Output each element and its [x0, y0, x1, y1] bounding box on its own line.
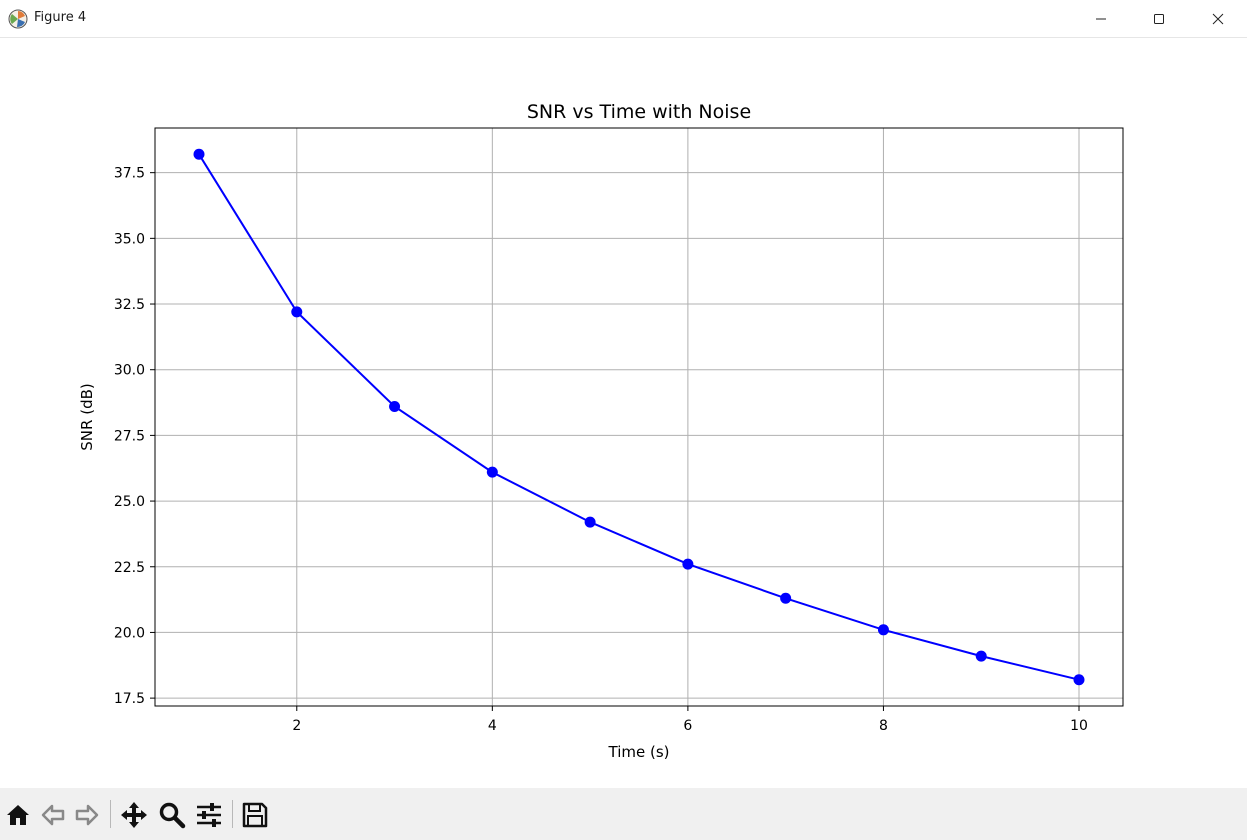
toolbar-separator: [232, 800, 233, 828]
home-icon: [7, 805, 29, 825]
axes-frame: [154, 127, 1124, 707]
close-button[interactable]: [1189, 0, 1247, 38]
chart-title: SNR vs Time with Noise: [527, 101, 751, 123]
configure-subplots-icon: [197, 803, 221, 827]
save-icon: [242, 802, 268, 828]
forward-icon: [75, 804, 99, 826]
grid: [155, 128, 1123, 706]
y-tick-label: 25.0: [114, 494, 145, 510]
maximize-button[interactable]: [1130, 0, 1188, 38]
toolbar-separator: [110, 800, 111, 828]
data-point: [975, 650, 987, 662]
x-axis-label: Time (s): [608, 743, 670, 761]
window-title: Figure 4: [34, 10, 87, 25]
pan-icon: [121, 802, 147, 828]
data-point: [486, 466, 498, 478]
data-point: [780, 592, 792, 604]
zoom-icon: [159, 802, 186, 829]
y-tick-label: 27.5: [114, 428, 145, 444]
x-tick-label: 4: [488, 718, 497, 734]
data-point: [1073, 674, 1085, 686]
axis-ticks: 2 4 6 8 10 17.5 20.0 22.5 25.0 27.5 30.0 32.5 35.0 37…: [114, 166, 1088, 734]
zoom-button[interactable]: [157, 800, 187, 830]
forward-button[interactable]: [72, 800, 102, 830]
maximize-icon: [1154, 14, 1164, 24]
configure-subplots-button[interactable]: [194, 800, 224, 830]
series-line: [198, 153, 1080, 681]
back-button[interactable]: [38, 800, 68, 830]
save-button[interactable]: [240, 800, 270, 830]
data-point: [682, 558, 694, 570]
minimize-button[interactable]: [1072, 0, 1130, 38]
y-tick-label: 37.5: [114, 166, 145, 182]
close-icon: [1212, 13, 1224, 25]
x-tick-label: 6: [683, 718, 692, 734]
y-tick-label: 30.0: [114, 363, 145, 379]
minimize-icon: [1096, 18, 1106, 20]
y-tick-label: 35.0: [114, 231, 145, 247]
home-button[interactable]: [3, 800, 33, 830]
figure-canvas[interactable]: 2 4 6 8 10 17.5 20.0 22.5 25.0 27.5 30.0 32.5 35.0 37…: [0, 38, 1247, 788]
y-tick-label: 32.5: [114, 297, 145, 313]
data-point: [291, 306, 303, 318]
matplotlib-icon: [8, 9, 28, 29]
y-tick-label: 17.5: [114, 691, 145, 707]
data-points: [193, 148, 1085, 686]
back-icon: [41, 804, 65, 826]
navigation-toolbar: [0, 788, 1247, 840]
data-point: [389, 400, 401, 412]
x-tick-label: 2: [292, 718, 301, 734]
y-axis-label: SNR (dB): [78, 383, 96, 450]
pan-button[interactable]: [119, 800, 149, 830]
x-tick-label: 8: [879, 718, 888, 734]
data-point: [584, 516, 596, 528]
data-point: [193, 148, 205, 160]
title-bar: Figure 4: [0, 0, 1247, 38]
line-chart: 2 4 6 8 10 17.5 20.0 22.5 25.0 27.5 30.0 32.5 35.0 37…: [78, 101, 1124, 761]
y-tick-label: 20.0: [114, 625, 145, 641]
x-tick-label: 10: [1070, 718, 1088, 734]
data-point: [877, 624, 889, 636]
y-tick-label: 22.5: [114, 560, 145, 576]
